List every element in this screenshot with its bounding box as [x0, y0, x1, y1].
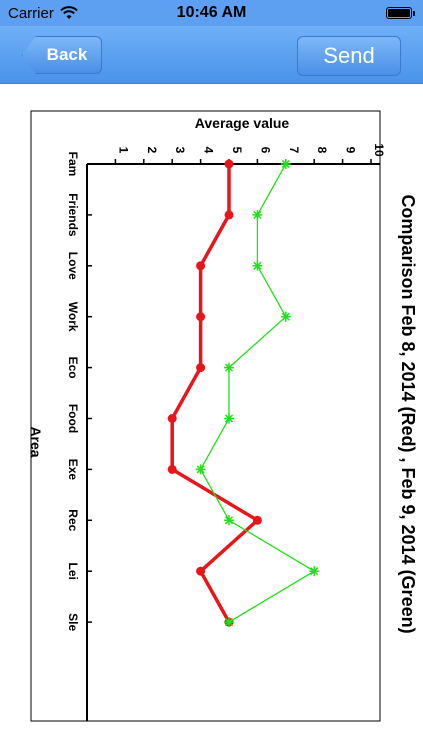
category-tick-label: Rec [66, 509, 80, 531]
series-red-point [252, 515, 262, 525]
category-tick-label: Work [66, 302, 80, 332]
value-tick-label: 9 [344, 147, 358, 154]
category-tick-label: Lei [66, 563, 80, 580]
series-green-point [252, 209, 263, 220]
series-red-point [224, 210, 234, 220]
series-red-point [196, 363, 206, 373]
series-red-point [167, 414, 177, 423]
battery-icon [386, 7, 415, 19]
series-green-point [195, 464, 206, 475]
series-red-point [196, 566, 206, 576]
series-red-point [167, 464, 177, 474]
category-tick-label: Food [66, 404, 80, 433]
series-red-point [224, 159, 234, 169]
value-tick-label: 4 [202, 147, 216, 154]
category-tick-label: Eco [66, 357, 80, 379]
chart-area: 1 2 3 4 5 6 7 8 9 10 Average value Fam Friends Love Wo… [0, 84, 423, 750]
category-tick-label: Exe [66, 459, 80, 481]
series-green-point [252, 260, 263, 271]
category-tick-label: Love [66, 252, 80, 280]
series-green-point [280, 311, 291, 322]
series-red-line [170, 164, 260, 623]
series-green-line [199, 163, 315, 623]
series-green-point [309, 566, 320, 577]
series-green-point [224, 617, 234, 628]
value-axis-title: Average value [195, 115, 290, 131]
status-bar: Carrier 10:46 AM [0, 0, 423, 26]
value-tick-label: 7 [287, 147, 301, 154]
comparison-chart: 1 2 3 4 5 6 7 8 9 10 Average value Fam Friends Love Wo… [28, 110, 418, 722]
value-tick-label: 3 [173, 147, 187, 154]
series-red-point [196, 261, 206, 271]
chart-title: Comparison Feb 8, 2014 (Red) , Feb 9, 20… [398, 194, 418, 633]
carrier-label: Carrier [8, 4, 54, 22]
category-tick-label: Fam [66, 152, 80, 177]
category-tick-label: Friends [66, 193, 80, 237]
navigation-bar: Back Send [0, 26, 423, 84]
series-green-point [224, 515, 234, 526]
back-button[interactable]: Back [22, 36, 102, 74]
series-green-point [280, 159, 291, 169]
value-tick-label: 2 [145, 147, 159, 154]
value-tick-label: 6 [258, 147, 272, 154]
category-axis-title: Area [28, 426, 44, 457]
value-tick-label: 5 [230, 147, 244, 154]
value-tick-label: 1 [116, 147, 130, 154]
send-button[interactable]: Send [297, 36, 401, 76]
wifi-icon [60, 6, 78, 19]
value-tick-label: 8 [315, 147, 329, 154]
plot-frame [30, 110, 381, 722]
series-red-point [196, 312, 206, 322]
value-tick-label: 10 [372, 143, 386, 157]
series-green-point [224, 362, 234, 373]
series-green-point [224, 413, 234, 424]
category-tick-label: Sle [66, 613, 80, 631]
